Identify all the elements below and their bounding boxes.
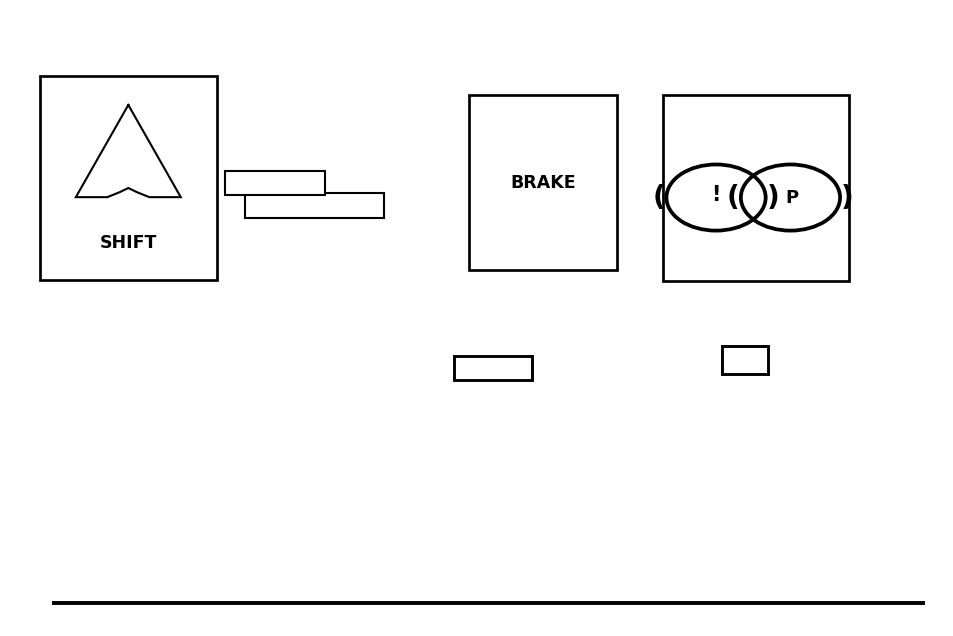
Text: BRAKE: BRAKE <box>510 174 576 192</box>
Text: SHIFT: SHIFT <box>99 234 157 252</box>
Text: P: P <box>785 188 798 207</box>
Bar <box>40 76 216 280</box>
Text: ): ) <box>841 184 853 212</box>
Text: (: ( <box>726 184 739 212</box>
Text: ): ) <box>766 184 779 212</box>
Text: !: ! <box>711 185 720 205</box>
Bar <box>662 95 848 281</box>
Bar <box>225 171 325 195</box>
Bar <box>454 356 532 380</box>
Bar <box>245 193 383 218</box>
Polygon shape <box>76 105 181 197</box>
Text: (: ( <box>652 184 664 212</box>
Bar <box>721 346 767 374</box>
Bar <box>469 95 617 270</box>
